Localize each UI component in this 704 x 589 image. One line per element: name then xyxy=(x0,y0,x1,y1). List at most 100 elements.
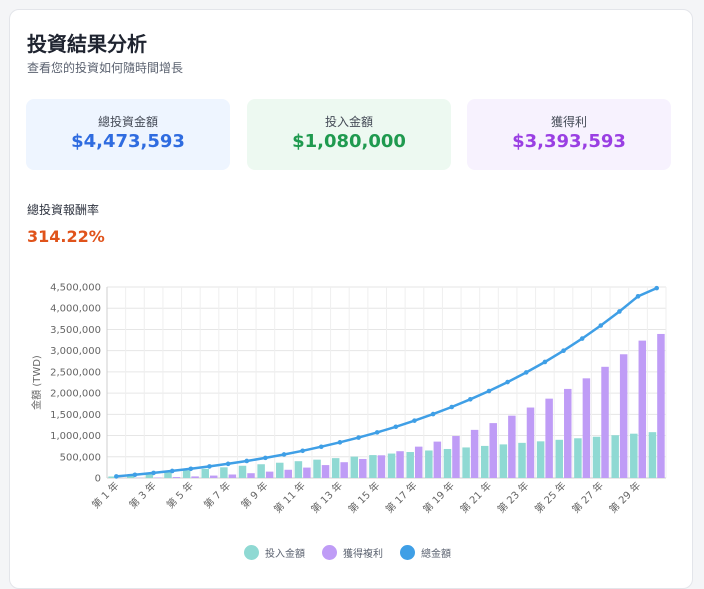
bar-profit xyxy=(508,416,516,478)
point-total xyxy=(114,474,119,479)
x-tick-label: 第 9 年 xyxy=(238,479,270,511)
y-tick-label: 4,500,000 xyxy=(50,283,101,294)
y-tick-label: 0 xyxy=(95,474,101,485)
bar-profit xyxy=(527,408,535,478)
point-total xyxy=(244,459,249,464)
point-total xyxy=(449,405,454,410)
x-tick-label: 第 25 年 xyxy=(532,479,569,516)
bar-invested xyxy=(406,452,414,478)
legend-label-total: 總金額 xyxy=(421,545,451,560)
bar-invested xyxy=(574,438,582,478)
bar-invested xyxy=(481,446,489,478)
bar-profit xyxy=(303,468,311,478)
bar-profit xyxy=(452,436,460,478)
bar-profit xyxy=(322,465,330,478)
bar-profit xyxy=(247,473,255,478)
point-total xyxy=(356,435,361,440)
y-axis-title: 金額 (TWD) xyxy=(30,355,43,410)
bar-invested xyxy=(500,444,508,478)
y-tick-label: 1,000,000 xyxy=(50,431,101,442)
x-tick-label: 第 5 年 xyxy=(164,479,196,511)
y-tick-label: 4,000,000 xyxy=(50,304,101,315)
point-total xyxy=(412,418,417,423)
bar-invested xyxy=(388,454,396,478)
bar-invested xyxy=(313,460,321,478)
bar-profit xyxy=(583,378,591,478)
chart-legend: 投入金額 獲得複利 總金額 xyxy=(10,543,694,563)
point-total xyxy=(170,469,175,474)
bar-invested xyxy=(295,461,303,478)
bar-invested xyxy=(257,464,265,478)
bar-profit xyxy=(266,472,274,478)
y-tick-label: 500,000 xyxy=(60,452,101,463)
point-total xyxy=(151,471,156,476)
legend-swatch-invested xyxy=(244,545,259,560)
point-total xyxy=(580,336,585,341)
bar-profit xyxy=(210,476,218,478)
bar-profit xyxy=(545,399,553,478)
point-total xyxy=(319,444,324,449)
bar-invested xyxy=(332,458,340,478)
bar-profit xyxy=(657,334,665,478)
legend-label-invested: 投入金額 xyxy=(265,545,305,560)
legend-item-profit[interactable]: 獲得複利 xyxy=(322,543,383,561)
bar-invested xyxy=(649,432,657,478)
bar-profit xyxy=(229,475,237,478)
bar-profit xyxy=(564,389,572,478)
bar-invested xyxy=(518,443,526,478)
bar-profit xyxy=(434,442,442,478)
point-total xyxy=(431,412,436,417)
bar-invested xyxy=(239,466,247,478)
point-total xyxy=(524,370,529,375)
point-total xyxy=(375,430,380,435)
x-tick-label: 第 3 年 xyxy=(126,479,158,511)
point-total xyxy=(505,380,510,385)
bar-invested xyxy=(444,449,452,478)
y-tick-label: 1,500,000 xyxy=(50,410,101,421)
point-total xyxy=(394,424,399,429)
bar-profit xyxy=(191,476,199,478)
point-total xyxy=(598,323,603,328)
bar-profit xyxy=(415,447,423,478)
bar-profit xyxy=(620,354,628,478)
point-total xyxy=(189,466,194,471)
x-tick-label: 第 15 年 xyxy=(345,479,382,516)
point-total xyxy=(468,397,473,402)
y-tick-label: 2,500,000 xyxy=(50,367,101,378)
bar-profit xyxy=(378,455,386,478)
point-total xyxy=(617,309,622,314)
point-total xyxy=(487,389,492,394)
bar-invested xyxy=(351,457,359,478)
bar-invested xyxy=(537,441,545,478)
x-tick-label: 第 11 年 xyxy=(271,479,308,516)
legend-item-invested[interactable]: 投入金額 xyxy=(244,543,305,561)
bar-invested xyxy=(276,463,284,478)
x-tick-label: 第 13 年 xyxy=(308,479,345,516)
point-total xyxy=(300,448,305,453)
results-card: 投資結果分析 查看您的投資如何隨時間增長 總投資金額 $4,473,593 投入… xyxy=(9,9,693,589)
bar-profit xyxy=(359,459,367,478)
y-tick-label: 2,000,000 xyxy=(50,389,101,400)
x-tick-label: 第 17 年 xyxy=(383,479,420,516)
x-tick-label: 第 19 年 xyxy=(420,479,457,516)
legend-item-total[interactable]: 總金額 xyxy=(400,543,451,561)
bar-profit xyxy=(489,423,497,478)
bar-profit xyxy=(601,367,609,478)
point-total xyxy=(338,440,343,445)
point-total xyxy=(133,472,138,477)
bar-invested xyxy=(462,447,470,478)
point-total xyxy=(207,464,212,469)
bar-invested xyxy=(425,450,433,478)
bar-invested xyxy=(593,437,601,478)
bar-invested xyxy=(183,470,191,478)
legend-swatch-profit xyxy=(322,545,337,560)
legend-swatch-total xyxy=(400,545,415,560)
bar-profit xyxy=(639,341,647,478)
legend-label-profit: 獲得複利 xyxy=(343,545,383,560)
bar-invested xyxy=(201,469,209,478)
point-total xyxy=(654,286,659,291)
bar-profit xyxy=(285,470,293,478)
bar-profit xyxy=(340,462,348,478)
x-tick-label: 第 21 年 xyxy=(457,479,494,516)
point-total xyxy=(543,360,548,365)
